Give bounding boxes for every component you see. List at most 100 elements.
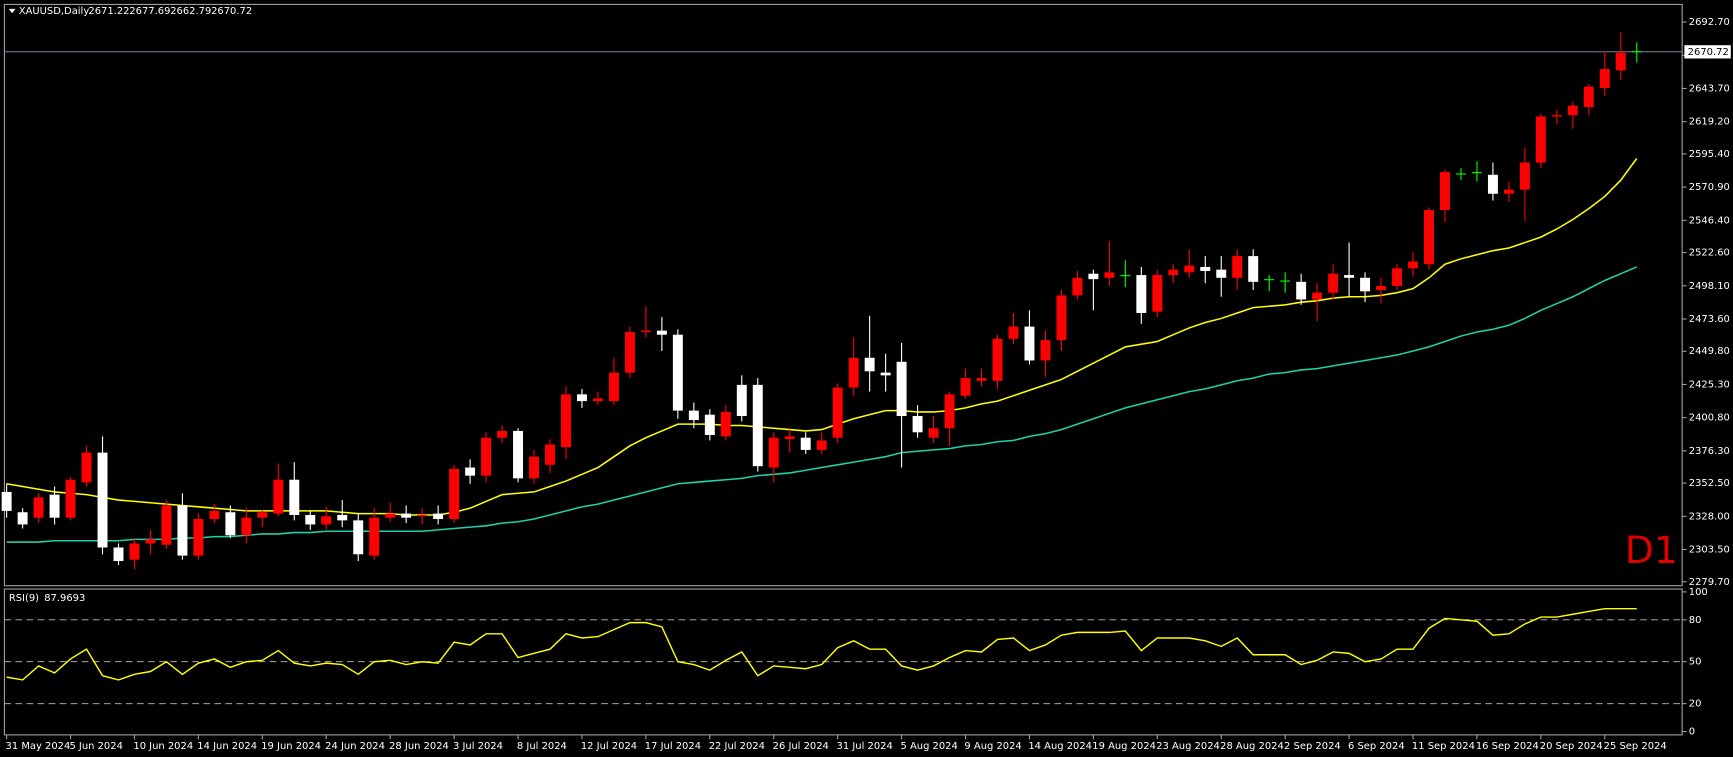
candle-body xyxy=(1088,273,1099,280)
candle-body xyxy=(608,372,619,402)
candle-body xyxy=(161,505,172,545)
x-tick-label: 24 Jun 2024 xyxy=(325,741,385,752)
rsi-title: RSI(9) xyxy=(9,593,39,604)
candle-body xyxy=(401,513,412,518)
candle-body xyxy=(1248,256,1259,282)
candle-body xyxy=(768,437,779,468)
x-tick-label: 10 Jun 2024 xyxy=(133,741,193,752)
x-tick-label: 17 Jul 2024 xyxy=(645,741,701,752)
x-tick-label: 31 May 2024 xyxy=(6,741,71,752)
rsi-tick-label: 80 xyxy=(1689,615,1702,626)
x-tick-label: 31 Jul 2024 xyxy=(837,741,893,752)
candle-body xyxy=(624,331,635,373)
candle-body xyxy=(1008,326,1019,339)
candle-body xyxy=(289,479,300,515)
candle-body xyxy=(896,361,907,417)
candle-body xyxy=(960,378,971,396)
candle-body xyxy=(944,394,955,429)
y-tick-label: 2692.70 xyxy=(1689,17,1730,28)
y-tick-label: 2643.70 xyxy=(1689,83,1730,94)
y-tick-label: 2425.30 xyxy=(1689,379,1730,390)
x-tick-label: 3 Jul 2024 xyxy=(453,741,503,752)
candle-body xyxy=(545,444,555,465)
candle-body xyxy=(529,456,539,479)
price-box xyxy=(1684,45,1731,59)
x-tick-label: 26 Jul 2024 xyxy=(773,741,829,752)
candle-body xyxy=(1312,292,1323,300)
candle-body xyxy=(1376,285,1387,290)
candle-body xyxy=(1264,279,1275,281)
candle-body xyxy=(353,520,364,555)
candle-body xyxy=(992,338,1003,381)
candle-body xyxy=(880,372,891,376)
candle-body xyxy=(177,505,188,556)
y-tick-label: 2328.00 xyxy=(1689,511,1730,522)
candle-body xyxy=(97,452,108,548)
candle-body xyxy=(513,430,524,479)
candle-body xyxy=(1056,295,1067,341)
candle-body xyxy=(704,414,715,435)
candle-body xyxy=(369,517,380,556)
x-tick-label: 2 Sep 2024 xyxy=(1284,741,1341,752)
y-tick-label: 2279.70 xyxy=(1689,577,1730,588)
candle-body xyxy=(497,430,508,438)
price-box-label: 2670.72 xyxy=(1688,47,1729,58)
candle-body xyxy=(257,512,268,518)
candle-body xyxy=(1104,272,1115,278)
candle-body xyxy=(1024,326,1035,361)
candle-body xyxy=(1200,266,1211,272)
candle-body xyxy=(193,519,204,556)
x-tick-label: 5 Jun 2024 xyxy=(69,741,122,752)
rsi-line xyxy=(6,607,1637,681)
x-tick-label: 28 Jun 2024 xyxy=(389,741,449,752)
candle-body xyxy=(113,547,124,562)
candle-body xyxy=(1567,105,1578,116)
y-tick-label: 2595.40 xyxy=(1689,149,1730,160)
candle-body xyxy=(848,357,859,388)
candle-body xyxy=(1599,69,1610,89)
header-low: 2662.79 xyxy=(170,6,211,17)
price-panel xyxy=(3,3,1683,587)
candle-body xyxy=(465,467,476,476)
candle-body xyxy=(1424,210,1434,265)
x-tick-label: 22 Jul 2024 xyxy=(709,741,765,752)
candle-body xyxy=(752,384,763,467)
candle-body xyxy=(305,514,316,525)
candle-body xyxy=(816,440,827,450)
x-tick-label: 5 Aug 2024 xyxy=(900,741,957,752)
candle-body xyxy=(1168,269,1179,276)
candle-body xyxy=(337,514,348,521)
y-tick-label: 2522.60 xyxy=(1689,248,1730,259)
candle-body xyxy=(912,416,923,433)
candle-body xyxy=(273,479,284,514)
candle-body xyxy=(241,517,252,536)
candle-body xyxy=(736,384,747,417)
header-close: 2670.72 xyxy=(211,6,252,17)
candle-body xyxy=(33,497,44,518)
x-tick-label: 28 Aug 2024 xyxy=(1220,741,1284,752)
candle-body xyxy=(81,452,92,483)
candle-body xyxy=(1296,281,1307,300)
candle-body xyxy=(800,437,811,450)
candle-body xyxy=(209,510,220,520)
candle-body xyxy=(481,437,492,476)
candle-body xyxy=(433,513,444,520)
candle-body xyxy=(1631,51,1642,53)
candle-body xyxy=(1328,273,1339,293)
candle-body xyxy=(1232,256,1243,278)
candle-body xyxy=(1455,173,1466,175)
candle-body xyxy=(1152,275,1163,312)
candle-body xyxy=(1503,189,1514,194)
candle-body xyxy=(561,394,571,448)
candle-body xyxy=(1136,275,1147,314)
candle-body xyxy=(1184,265,1195,273)
moving-average xyxy=(6,158,1638,516)
candle-body xyxy=(1040,340,1051,361)
candle-body xyxy=(1072,277,1083,296)
candle-body xyxy=(832,387,843,438)
candle-body xyxy=(1615,52,1626,71)
candle-body xyxy=(672,334,683,411)
candle-body xyxy=(1280,280,1291,282)
rsi-tick-label: 20 xyxy=(1689,699,1702,710)
rsi-value: 87.9693 xyxy=(44,593,85,604)
